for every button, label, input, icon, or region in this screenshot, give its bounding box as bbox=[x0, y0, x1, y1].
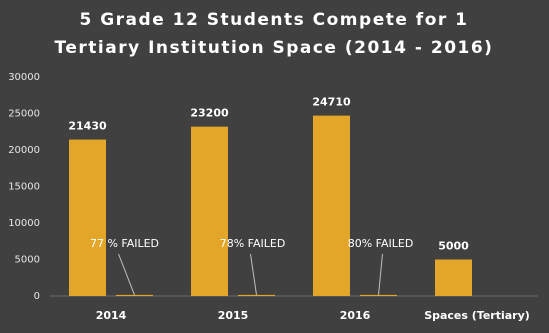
data-label: 5000 bbox=[438, 240, 469, 253]
x-tick-label: Spaces (Tertiary) bbox=[424, 309, 530, 322]
chart-title: 5 Grade 12 Students Compete for 1 bbox=[79, 10, 468, 30]
y-tick-label: 20000 bbox=[8, 145, 40, 156]
bar bbox=[116, 294, 153, 296]
y-tick-label: 5000 bbox=[15, 255, 40, 266]
chart-title: Tertiary Institution Space (2014 - 2016) bbox=[55, 38, 494, 58]
x-tick-label: 2015 bbox=[218, 309, 249, 322]
x-tick-label: 2016 bbox=[340, 309, 371, 322]
bar bbox=[313, 115, 350, 296]
data-label: 24710 bbox=[312, 96, 351, 109]
x-tick-label: 2014 bbox=[96, 309, 127, 322]
annotation: 78% FAILED bbox=[220, 237, 286, 250]
annotation-leader bbox=[118, 253, 135, 296]
bar bbox=[360, 294, 397, 296]
bar bbox=[191, 126, 228, 296]
y-tick-label: 25000 bbox=[8, 109, 40, 120]
bar bbox=[69, 139, 106, 296]
annotation-leader bbox=[378, 253, 383, 295]
y-tick-label: 30000 bbox=[8, 72, 40, 83]
annotation: 80% FAILED bbox=[348, 237, 414, 250]
annotation-leader bbox=[250, 253, 257, 295]
annotation: 77 % FAILED bbox=[90, 237, 159, 250]
bar bbox=[435, 259, 472, 296]
bar bbox=[238, 294, 275, 296]
data-label: 21430 bbox=[68, 120, 107, 133]
y-tick-label: 15000 bbox=[8, 182, 40, 193]
data-label: 23200 bbox=[190, 107, 229, 120]
y-tick-label: 10000 bbox=[8, 218, 40, 229]
y-tick-label: 0 bbox=[34, 291, 40, 302]
